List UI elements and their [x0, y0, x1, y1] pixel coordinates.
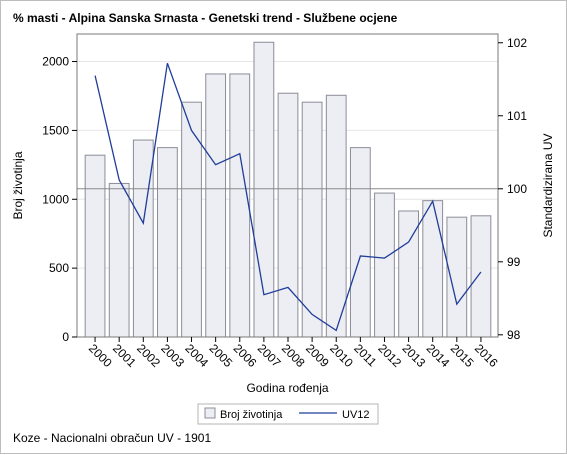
y2-tick-label: 99 [507, 255, 521, 269]
x-tick-label: 2016 [472, 341, 501, 370]
x-tick-label: 2013 [399, 341, 428, 370]
y-tick-label: 1000 [42, 192, 69, 206]
bar-2003 [157, 147, 178, 338]
bar-2011 [349, 147, 371, 338]
bar-2014 [422, 200, 444, 338]
legend-label-bar: Broj životinja [220, 409, 283, 421]
x-tick-label: 2015 [448, 341, 477, 370]
bar-2012 [374, 192, 395, 338]
bar-2002 [132, 139, 154, 338]
legend-swatch-bar [204, 407, 216, 419]
y-tick-label: 0 [62, 330, 69, 344]
bar-2008 [277, 92, 299, 338]
x-tick-label: 2000 [86, 341, 115, 370]
x-tick-label: 2002 [134, 341, 163, 370]
x-tick-label: 2005 [207, 341, 236, 370]
x-tick-label: 2011 [351, 341, 379, 369]
series-line-uv12 [94, 62, 482, 332]
legend-box [197, 403, 379, 425]
x-tick-label: 2010 [327, 341, 356, 370]
bar-2006 [229, 73, 251, 338]
bar-2009 [301, 101, 323, 338]
x-tick-label: 2004 [182, 341, 211, 370]
y-tick-label: 1500 [42, 123, 69, 137]
x-tick-label: 2008 [279, 341, 308, 370]
bar-2001 [108, 182, 130, 338]
x-tick-label: 2012 [375, 341, 404, 370]
bar-2016 [470, 215, 492, 338]
chart-footnote: Koze - Nacionalni obračun UV - 1901 [13, 431, 212, 445]
bar-2004 [181, 101, 202, 338]
x-tick-label: 2006 [231, 341, 260, 370]
legend-label-line: UV12 [342, 409, 370, 421]
y-axis-label: Broj životinja [11, 151, 25, 219]
bar-2010 [325, 94, 347, 338]
x-axis-label: Godina rođenja [246, 381, 328, 395]
y2-axis-label: Standardizirana UV [541, 133, 555, 237]
bar-2000 [84, 154, 106, 338]
y-tick-label: 500 [49, 261, 69, 275]
y2-tick-label: 100 [507, 182, 527, 196]
x-tick-label: 2009 [303, 341, 332, 370]
chart-title: % masti - Alpina Sanska Srnasta - Genets… [13, 11, 398, 25]
y2-tick-label: 102 [507, 36, 527, 50]
x-tick-label: 2007 [255, 341, 284, 370]
x-tick-label: 2014 [424, 341, 453, 370]
y2-tick-label: 98 [507, 328, 521, 342]
bar-2005 [205, 73, 227, 338]
y2-tick-label: 101 [507, 109, 527, 123]
x-tick-label: 2003 [158, 341, 187, 370]
y-tick-label: 2000 [42, 55, 69, 69]
x-tick-label: 2001 [110, 341, 139, 370]
